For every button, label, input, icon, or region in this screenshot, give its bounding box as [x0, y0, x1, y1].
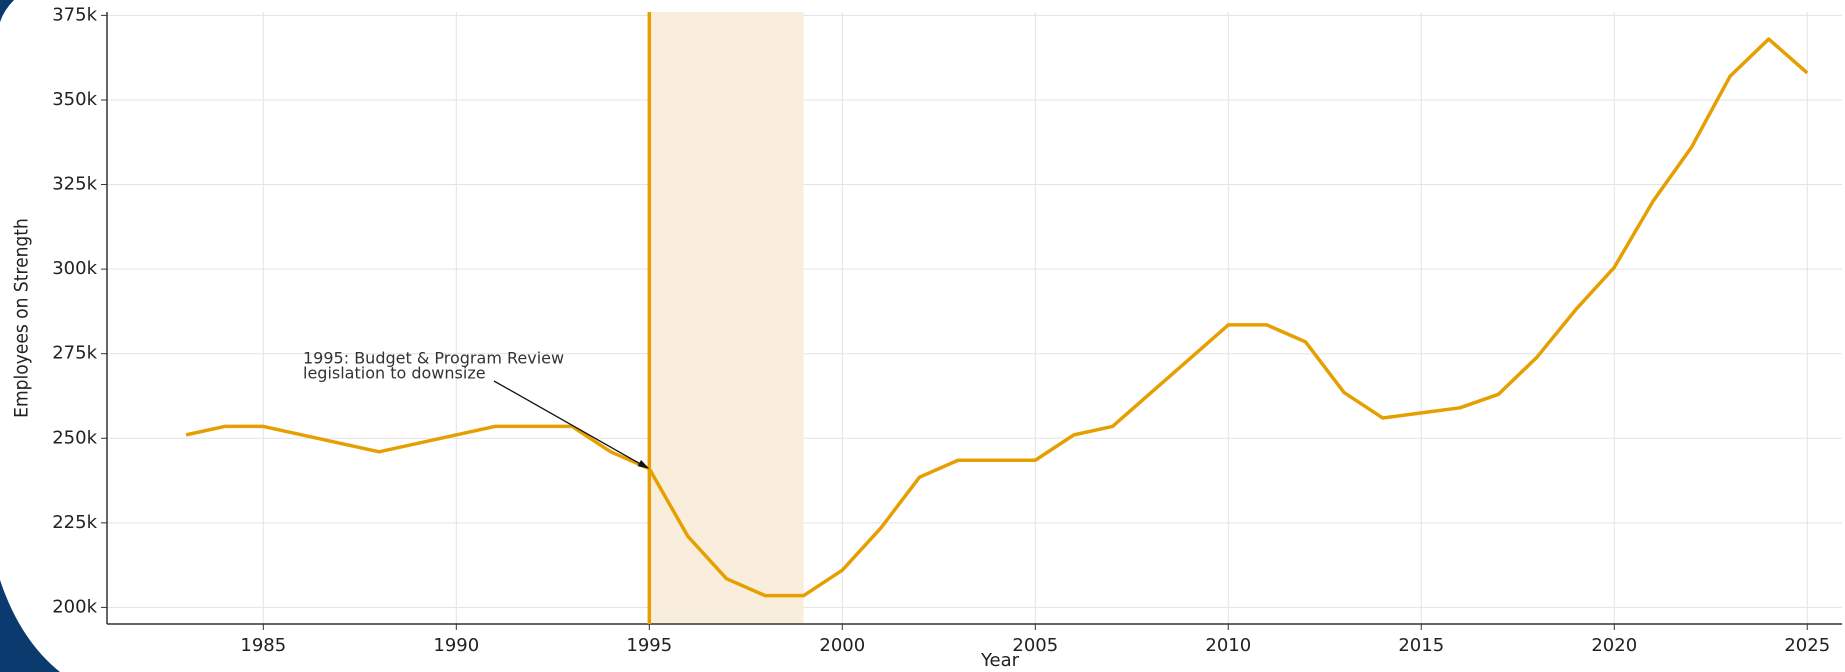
x-tick-label: 2015: [1398, 635, 1444, 656]
annotation-text: legislation to downsize: [303, 364, 486, 383]
y-tick-label: 200k: [52, 596, 97, 617]
corner-decoration: [0, 580, 60, 672]
y-tick-label: 275k: [52, 343, 97, 364]
x-tick-label: 1990: [433, 635, 479, 656]
chart: Year Employees on Strength 200k225k250k2…: [0, 0, 1845, 672]
y-tick-label: 325k: [52, 174, 97, 195]
y-tick-label: 375k: [52, 4, 97, 25]
x-tick-label: 2010: [1205, 635, 1251, 656]
y-tick-label: 300k: [52, 258, 97, 279]
annotation-arrow: [494, 381, 645, 467]
shaded-span: [649, 12, 803, 624]
y-axis-label: Employees on Strength: [11, 218, 33, 418]
x-tick-label: 2000: [819, 635, 865, 656]
arrow-head: [638, 460, 650, 469]
x-tick-label: 1995: [626, 635, 672, 656]
data-line: [186, 39, 1807, 596]
x-tick-label: 2005: [1012, 635, 1058, 656]
corner-decoration: [0, 0, 14, 22]
y-tick-label: 350k: [52, 89, 97, 110]
y-tick-label: 225k: [52, 512, 97, 533]
y-tick-label: 250k: [52, 427, 97, 448]
x-tick-label: 2025: [1784, 635, 1830, 656]
x-tick-label: 2020: [1591, 635, 1637, 656]
x-tick-label: 1985: [240, 635, 286, 656]
